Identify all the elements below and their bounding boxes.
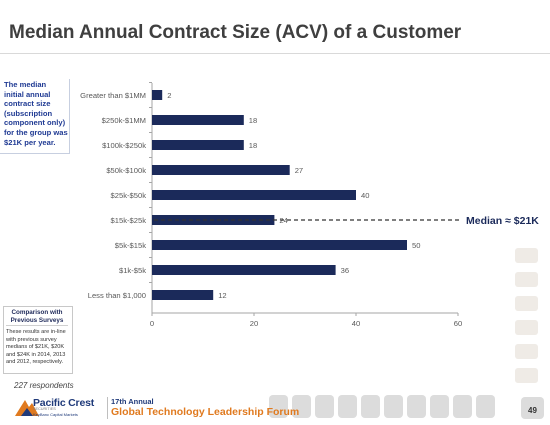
logo-name: Pacific Crest — [33, 397, 95, 409]
decorative-square — [515, 272, 538, 287]
x-tick-label: 20 — [250, 319, 258, 328]
logo-subtitle: SECURITIES — [33, 407, 56, 411]
x-tick-label: 60 — [454, 319, 462, 328]
bar — [152, 265, 336, 275]
decorative-square — [515, 248, 538, 263]
forum-edition: 17th Annual — [111, 397, 154, 406]
comparison-title: Comparison with Previous Surveys — [10, 309, 64, 324]
bar — [152, 140, 244, 150]
decorative-square — [430, 395, 449, 418]
decorative-square — [384, 395, 403, 418]
decorative-square — [361, 395, 380, 418]
forum-name: Global Technology Leadership Forum — [111, 406, 300, 418]
decorative-square — [315, 395, 334, 418]
category-label: $5k-$15k — [115, 241, 146, 250]
data-label: 50 — [412, 241, 420, 250]
x-tick-label: 40 — [352, 319, 360, 328]
bar — [152, 190, 356, 200]
x-tick-label: 0 — [150, 319, 154, 328]
bar — [152, 165, 290, 175]
decorative-square — [515, 296, 538, 311]
bar — [152, 240, 407, 250]
data-label: 18 — [249, 116, 257, 125]
page-title: Median Annual Contract Size (ACV) of a C… — [9, 22, 462, 43]
comparison-text: These results are in-line with previous … — [6, 329, 66, 366]
page-number: 49 — [521, 397, 544, 419]
decorative-square — [515, 368, 538, 383]
category-label: $25k-$50k — [111, 191, 147, 200]
category-label: $15k-$25k — [111, 216, 147, 225]
decorative-square — [515, 344, 538, 359]
category-label: $50k-$100k — [106, 166, 146, 175]
decorative-square — [476, 395, 495, 418]
data-label: 40 — [361, 191, 369, 200]
category-label: $250k-$1MM — [102, 116, 146, 125]
decorative-square — [292, 395, 311, 418]
data-label: 12 — [218, 291, 226, 300]
respondents-note: 227 respondents — [14, 381, 74, 390]
bar — [152, 90, 163, 100]
side-note-box — [0, 79, 70, 154]
data-label: 18 — [249, 141, 257, 150]
data-label: 27 — [295, 166, 303, 175]
decorative-square — [515, 320, 538, 335]
decorative-square — [453, 395, 472, 418]
bar — [152, 115, 244, 125]
category-label: Greater than $1MM — [80, 91, 146, 100]
logo-parent: KeyBanc Capital Markets — [33, 412, 78, 417]
decorative-square — [407, 395, 426, 418]
comparison-box — [3, 306, 73, 374]
decorative-square — [338, 395, 357, 418]
side-note-text: The median initial annual contract size … — [4, 80, 68, 147]
footer-divider — [107, 397, 108, 419]
data-label: 2 — [167, 91, 171, 100]
category-label: $100k-$250k — [102, 141, 146, 150]
comparison-divider — [6, 325, 68, 326]
bar — [152, 290, 214, 300]
category-label: $1k-$5k — [119, 266, 146, 275]
category-label: Less than $1,000 — [88, 291, 146, 300]
data-label: 36 — [341, 266, 349, 275]
pacific-crest-logo-icon — [15, 400, 39, 416]
median-label: Median ≈ $21K — [466, 215, 539, 227]
decorative-square — [269, 395, 288, 418]
title-divider — [0, 53, 550, 54]
